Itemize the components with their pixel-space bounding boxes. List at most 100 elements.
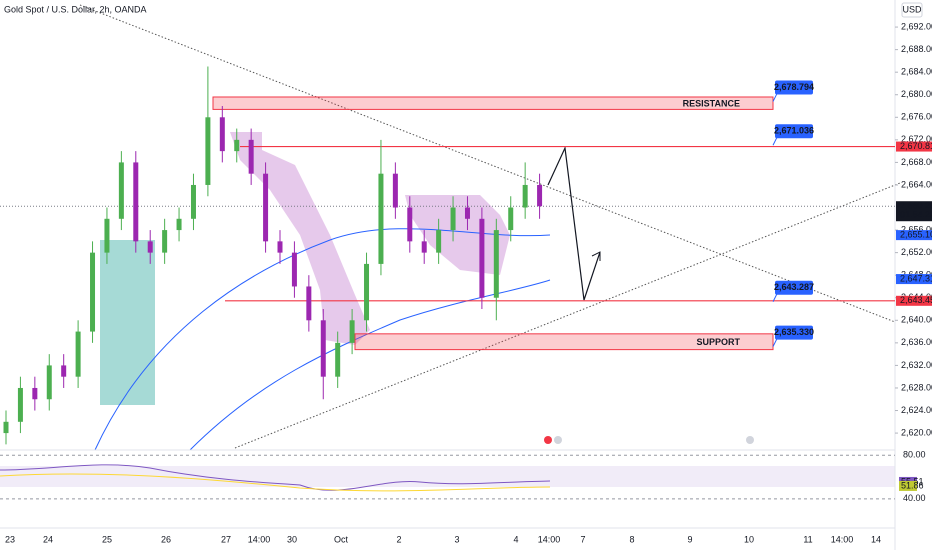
candle-body <box>537 184 543 207</box>
moving-average <box>189 279 551 451</box>
rsi-line <box>0 464 551 491</box>
zone-label: RESISTANCE <box>683 99 740 109</box>
zone <box>354 333 774 351</box>
y-tick-label: 2,680.000 <box>901 89 932 99</box>
candle-body <box>75 331 81 377</box>
event-icon <box>746 436 754 444</box>
axis-price-label: 2,643.456 <box>900 295 932 305</box>
y-tick-label: 2,688.000 <box>901 44 932 54</box>
rsi-value-box <box>899 480 917 491</box>
x-tick-label: 3 <box>454 534 459 544</box>
y-tick-label: 2,636.000 <box>901 337 932 347</box>
x-tick-label: 14:00 <box>831 534 854 544</box>
rsi-value-label: 51.86 <box>901 480 924 490</box>
axis-price-box <box>896 230 932 241</box>
x-tick-label: 4 <box>513 534 518 544</box>
candle-body <box>190 184 196 219</box>
zone-label: SUPPORT <box>696 337 740 347</box>
callout-box <box>775 124 813 139</box>
axis-price-label: 2,647.311 <box>900 273 932 283</box>
y-tick-label: 2,668.000 <box>901 157 932 167</box>
x-tick-label: 2 <box>396 534 401 544</box>
x-tick-label: 11 <box>803 534 812 544</box>
axis-price-label: 2,660.230 <box>900 201 932 211</box>
x-tick-label: 30 <box>287 534 297 544</box>
x-tick-label: 9 <box>687 534 692 544</box>
candle-body <box>407 207 413 242</box>
candle-body <box>392 173 398 208</box>
rsi-tick-label: 40.00 <box>903 493 926 503</box>
candle-body <box>61 365 67 377</box>
candle-body <box>291 252 297 287</box>
y-tick-label: 2,664.000 <box>901 179 932 189</box>
candle-body <box>133 162 139 242</box>
y-tick-label: 2,632.000 <box>901 360 932 370</box>
candle-body <box>421 241 427 253</box>
candle-body <box>378 173 384 264</box>
candle-body <box>508 207 514 231</box>
cloud <box>230 132 370 345</box>
candle-body <box>450 207 456 231</box>
y-tick-label: 2,628.000 <box>901 382 932 392</box>
candle-body <box>90 252 96 332</box>
callout-box <box>775 80 813 95</box>
x-tick-label: 14:00 <box>248 534 271 544</box>
x-tick-label: 14 <box>871 534 881 544</box>
candle-body <box>104 218 110 253</box>
candle-body <box>176 218 182 231</box>
trendline <box>234 182 901 449</box>
candle-body <box>118 162 124 219</box>
candle-body <box>436 230 442 253</box>
x-tick-label: 25 <box>102 534 112 544</box>
x-tick-label: 14:00 <box>538 534 561 544</box>
y-tick-label: 2,652.000 <box>901 247 932 257</box>
axis-price-box <box>896 274 932 285</box>
zone <box>212 96 774 110</box>
candle-body <box>147 241 153 253</box>
candle-body <box>320 320 326 377</box>
callout-label: 2,635.330 <box>774 327 814 337</box>
candle-body <box>205 117 211 185</box>
callout-label: 2,678.794 <box>774 82 814 92</box>
axis-price-label: 2,655.106 <box>900 229 932 239</box>
candle-body <box>335 342 341 377</box>
x-tick-label: 27 <box>221 534 231 544</box>
event-icon <box>544 436 552 444</box>
chart-title: Gold Spot / U.S. Dollar, 2h, OANDA <box>4 4 147 14</box>
candle-body <box>493 230 499 298</box>
candle-body <box>162 230 168 253</box>
candle-body <box>349 320 355 343</box>
candle-body <box>234 139 240 152</box>
x-tick-label: 23 <box>5 534 15 544</box>
y-tick-label: 2,640.000 <box>901 315 932 325</box>
x-tick-label: Oct <box>334 534 349 544</box>
y-tick-label: 2,624.000 <box>901 405 932 415</box>
candle-body <box>46 365 52 400</box>
candle-body <box>277 241 283 253</box>
y-tick-label: 2,692.000 <box>901 21 932 31</box>
axis-price-box <box>896 201 932 222</box>
x-tick-label: 8 <box>629 534 634 544</box>
axis-price-label: 2,670.811 <box>900 141 932 151</box>
candle-body <box>479 218 485 298</box>
y-tick-label: 2,676.000 <box>901 112 932 122</box>
rsi-band <box>0 466 895 487</box>
event-icon <box>554 436 562 444</box>
y-tick-label: 2,656.000 <box>901 224 932 234</box>
x-tick-label: 26 <box>161 534 171 544</box>
callout-label: 2,671.036 <box>774 126 814 136</box>
candle-body <box>3 421 9 434</box>
x-tick-label: 10 <box>744 534 754 544</box>
candle-body <box>219 117 225 152</box>
currency: USD <box>902 4 922 14</box>
trendline <box>79 4 896 323</box>
countdown: 01:54:22 <box>900 210 932 220</box>
candle-body <box>32 387 38 400</box>
y-tick-label: 2,620.000 <box>901 427 932 437</box>
candle-body <box>464 207 470 219</box>
currency-box <box>901 2 923 18</box>
y-tick-label: 2,672.000 <box>901 134 932 144</box>
moving-average <box>94 228 551 451</box>
candle-body <box>248 139 254 174</box>
